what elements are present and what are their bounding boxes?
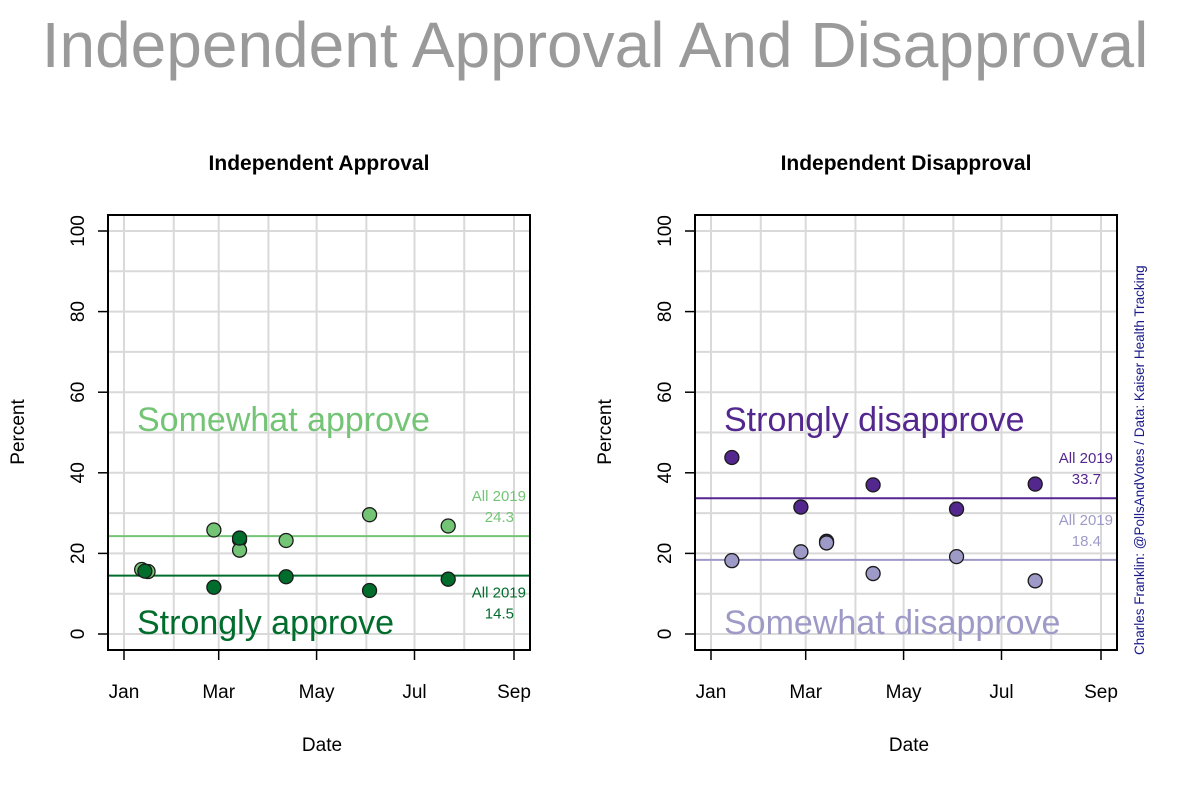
y-axis-label: Percent bbox=[595, 399, 616, 465]
average-annotation-label: All 2019 bbox=[472, 585, 526, 602]
data-point bbox=[793, 544, 809, 560]
plot-frame bbox=[694, 214, 1118, 651]
series-label-top: Somewhat approve bbox=[137, 401, 430, 439]
x-axis-label: Date bbox=[302, 735, 342, 756]
x-tick-label: Mar bbox=[202, 682, 235, 703]
data-point bbox=[724, 553, 740, 569]
data-point bbox=[948, 548, 965, 565]
data-point bbox=[440, 518, 456, 534]
y-tick-label: 80 bbox=[655, 301, 676, 322]
panel-title: Independent Disapproval bbox=[781, 152, 1032, 175]
average-annotation-value: 24.3 bbox=[485, 509, 514, 526]
panel-title: Independent Approval bbox=[209, 152, 430, 175]
average-annotation-value: 14.5 bbox=[485, 606, 514, 623]
y-tick-label: 40 bbox=[655, 462, 676, 483]
data-point bbox=[865, 477, 881, 493]
x-tick-label: Jul bbox=[402, 682, 426, 703]
x-tick-label: May bbox=[886, 682, 922, 703]
data-point bbox=[361, 507, 378, 523]
y-tick-label: 20 bbox=[68, 543, 89, 564]
y-tick-label: 60 bbox=[655, 382, 676, 403]
x-tick-label: Mar bbox=[789, 682, 822, 703]
page-title: Independent Approval And Disapproval bbox=[41, 9, 1149, 81]
data-point bbox=[278, 532, 294, 549]
x-tick-label: May bbox=[299, 682, 335, 703]
data-point bbox=[793, 499, 809, 515]
data-point bbox=[1027, 573, 1043, 589]
x-axis-label: Date bbox=[889, 735, 929, 756]
y-tick-label: 0 bbox=[68, 629, 89, 640]
credit-text: Charles Franklin: @PollsAndVotes / Data:… bbox=[1132, 265, 1147, 655]
data-point bbox=[1027, 476, 1043, 492]
data-point bbox=[865, 565, 881, 582]
series-label-bottom: Somewhat disapprove bbox=[724, 604, 1060, 642]
data-point bbox=[948, 501, 965, 517]
average-annotation-label: All 2019 bbox=[1059, 450, 1113, 467]
average-annotation-value: 33.7 bbox=[1072, 471, 1101, 488]
y-axis-label: Percent bbox=[8, 399, 29, 465]
data-point bbox=[361, 582, 378, 599]
data-point bbox=[206, 522, 222, 538]
x-tick-label: Sep bbox=[497, 682, 531, 703]
data-point bbox=[231, 530, 248, 546]
y-tick-label: 100 bbox=[655, 215, 676, 247]
y-tick-label: 0 bbox=[655, 629, 676, 640]
y-tick-label: 80 bbox=[68, 301, 89, 322]
x-tick-label: Jan bbox=[696, 682, 727, 703]
y-tick-label: 60 bbox=[68, 382, 89, 403]
average-annotation-value: 18.4 bbox=[1072, 533, 1101, 550]
plot-frame bbox=[107, 214, 531, 651]
y-tick-label: 20 bbox=[655, 543, 676, 564]
credit-label: Charles Franklin: @PollsAndVotes / Data:… bbox=[1132, 265, 1147, 655]
x-tick-label: Jan bbox=[109, 682, 140, 703]
data-point bbox=[724, 449, 740, 466]
x-tick-label: Sep bbox=[1084, 682, 1118, 703]
series-label-bottom: Strongly approve bbox=[137, 604, 394, 642]
average-annotation-label: All 2019 bbox=[1059, 512, 1113, 529]
x-tick-label: Jul bbox=[989, 682, 1013, 703]
y-tick-label: 100 bbox=[68, 215, 89, 247]
data-point bbox=[137, 563, 153, 579]
data-point bbox=[278, 569, 294, 585]
average-annotation-label: All 2019 bbox=[472, 488, 526, 505]
data-point bbox=[440, 571, 456, 587]
series-label-top: Strongly disapprove bbox=[724, 401, 1025, 439]
data-point bbox=[818, 535, 835, 551]
data-point bbox=[206, 579, 222, 595]
y-tick-label: 40 bbox=[68, 462, 89, 483]
